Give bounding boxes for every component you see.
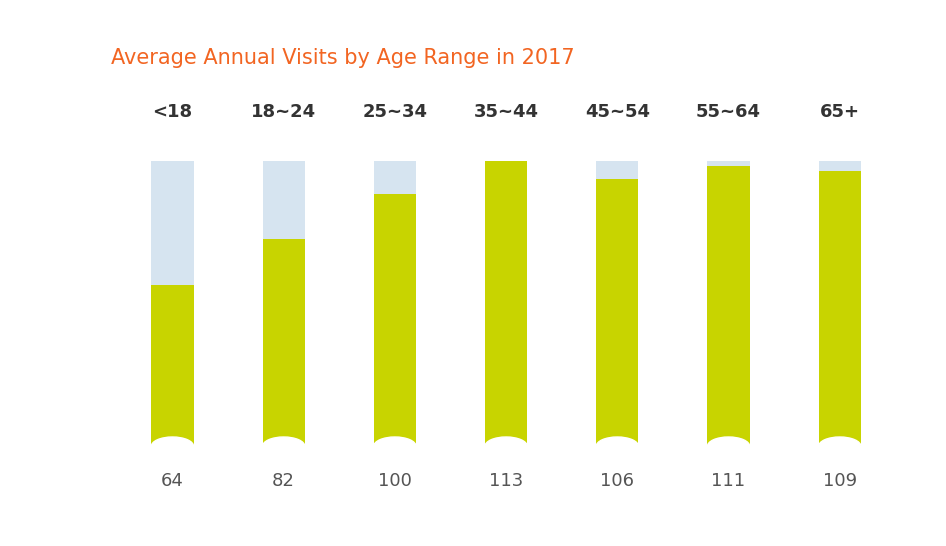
Text: 100: 100 [378, 472, 412, 490]
Bar [151, 284, 194, 446]
Bar [485, 161, 527, 446]
Ellipse shape [596, 437, 639, 455]
Text: 82: 82 [272, 472, 295, 490]
Text: 18~24: 18~24 [251, 103, 316, 121]
Ellipse shape [151, 437, 194, 455]
Bar [263, 239, 305, 446]
Bar [708, 166, 749, 446]
Text: 65+: 65+ [820, 103, 860, 121]
Bar [374, 194, 416, 446]
Text: 55~64: 55~64 [696, 103, 761, 121]
Ellipse shape [485, 437, 527, 455]
Bar [708, 161, 749, 446]
Ellipse shape [818, 437, 861, 455]
Text: 35~44: 35~44 [474, 103, 538, 121]
Bar [263, 161, 305, 446]
Text: 109: 109 [823, 472, 857, 490]
Text: 25~34: 25~34 [362, 103, 428, 121]
Bar [818, 171, 861, 446]
Bar [374, 161, 416, 446]
Bar [485, 161, 527, 446]
Bar [151, 161, 194, 446]
Text: Average Annual Visits by Age Range in 2017: Average Annual Visits by Age Range in 20… [111, 48, 574, 68]
Bar [596, 179, 639, 446]
Text: 113: 113 [489, 472, 523, 490]
Text: <18: <18 [152, 103, 193, 121]
Text: 45~54: 45~54 [585, 103, 650, 121]
Bar [818, 161, 861, 446]
Text: 106: 106 [601, 472, 635, 490]
Ellipse shape [708, 437, 749, 455]
Ellipse shape [374, 437, 416, 455]
Ellipse shape [263, 437, 305, 455]
Text: 64: 64 [161, 472, 184, 490]
Text: 111: 111 [711, 472, 745, 490]
Bar [596, 161, 639, 446]
